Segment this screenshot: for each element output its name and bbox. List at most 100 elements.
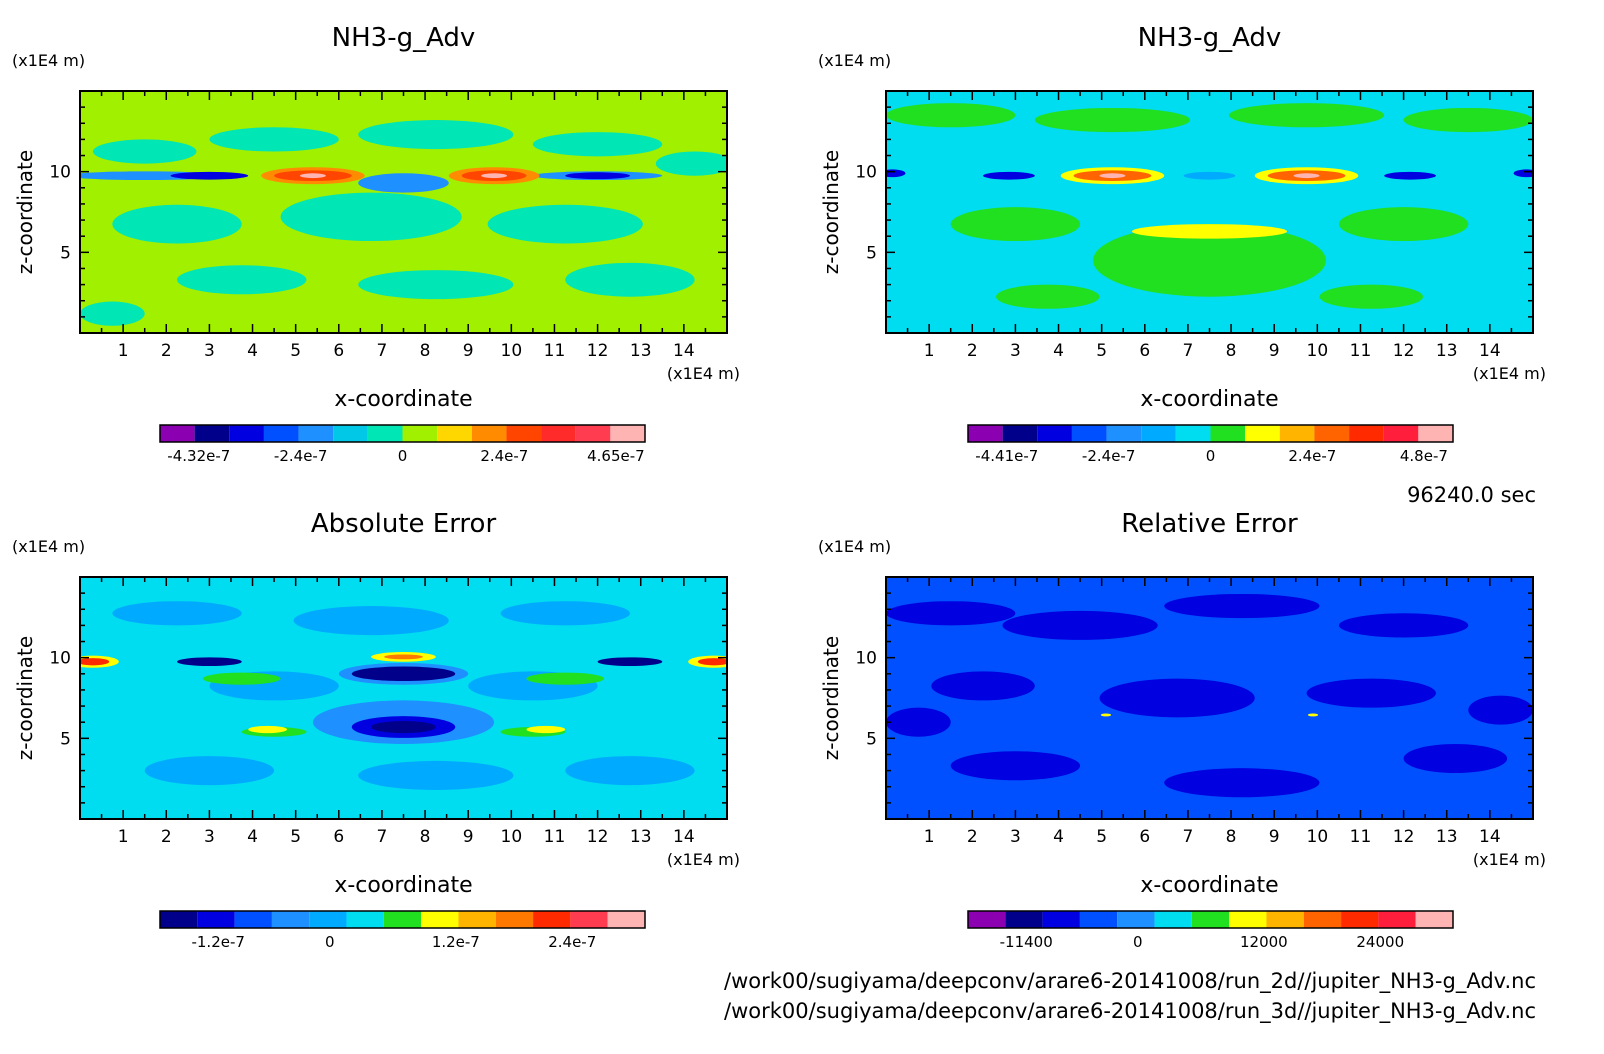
field-contour [526, 672, 605, 685]
x-tick-label: 11 [1350, 341, 1372, 361]
field-contour [886, 103, 1016, 128]
x-tick-label: 7 [1183, 341, 1194, 361]
field-contour [886, 707, 951, 737]
colorbar-swatch [1141, 425, 1176, 442]
timestamp-label: 96240.0 sec [1407, 483, 1536, 507]
x-tick-label: 11 [544, 341, 566, 361]
field-contour [177, 265, 307, 295]
heatmap-field [886, 91, 1533, 333]
x-tick-label: 14 [1479, 827, 1501, 847]
colorbar-frame [967, 910, 1454, 929]
colorbar-swatch [471, 425, 507, 442]
x-tick-label: 3 [1010, 341, 1021, 361]
x-tick-label: 9 [1269, 827, 1280, 847]
x-tick-label: 2 [161, 827, 172, 847]
colorbar-swatch [367, 425, 403, 442]
colorbar-swatch [298, 425, 334, 442]
field-contour [1338, 207, 1469, 242]
field-contour [358, 270, 514, 300]
chart-panel-1: NH3-g_Adv(x1E4 m)1 2 3 4 5 6 7 8 9 10 11 12 13 14510(… [12, 23, 740, 465]
field-contour [1099, 678, 1255, 718]
heatmap-field [80, 91, 727, 333]
field-contour [1131, 224, 1288, 239]
x-tick-label: 5 [1096, 341, 1107, 361]
y-tick-label: 5 [60, 243, 71, 263]
field-contour [248, 725, 288, 734]
field-contour [1307, 713, 1319, 717]
chart-title: NH3-g_Adv [1138, 23, 1282, 53]
colorbar-swatch [968, 911, 1006, 928]
colorbar-swatch [1383, 425, 1419, 442]
colorbar-swatch [610, 425, 645, 442]
field-contour [1099, 173, 1126, 179]
x-tick-label: 1 [924, 341, 935, 361]
y-tick-label: 5 [866, 729, 877, 749]
colorbar-swatch [1037, 425, 1072, 442]
field-contour [177, 657, 242, 667]
field-contour [1306, 678, 1436, 708]
x-tick-label: 13 [630, 341, 652, 361]
colorbar-swatch [495, 911, 534, 928]
x-tick-label: 11 [544, 827, 566, 847]
colorbar-swatch [1154, 911, 1192, 928]
x-tick-label: 6 [333, 827, 344, 847]
field-contour [886, 601, 1016, 626]
x-tick-label: 4 [1053, 341, 1064, 361]
x-unit-label: (x1E4 m) [1473, 850, 1546, 869]
colorbar-label: 1.2e-7 [432, 933, 480, 951]
field-contour [1338, 613, 1469, 638]
x-tick-label: 4 [247, 827, 258, 847]
heatmap-field [80, 577, 727, 819]
colorbar-swatch [1191, 911, 1230, 928]
colorbar-swatch [1005, 911, 1043, 928]
field-contour [565, 262, 695, 297]
x-tick-label: 6 [1139, 341, 1150, 361]
x-tick-label: 4 [1053, 827, 1064, 847]
field-contour [487, 204, 643, 244]
field-contour [983, 171, 1035, 180]
x-tick-label: 6 [1139, 827, 1150, 847]
x-tick-label: 3 [204, 341, 215, 361]
x-tick-label: 5 [1096, 827, 1107, 847]
colorbar-swatch [533, 911, 571, 928]
colorbar-swatch [309, 911, 347, 928]
field-contour [886, 169, 906, 178]
colorbar-swatch [402, 425, 438, 442]
colorbar-swatch [1071, 425, 1107, 442]
x-tick-label: 2 [161, 341, 172, 361]
field-contour [144, 756, 275, 786]
x-tick-label: 10 [501, 341, 523, 361]
y-unit-label: (x1E4 m) [818, 51, 891, 70]
chart-title: Relative Error [1121, 509, 1298, 539]
colorbar-label: 0 [325, 933, 335, 951]
colorbar-swatch [575, 425, 611, 442]
field-contour [80, 301, 145, 326]
field-contour [1403, 743, 1508, 774]
field-contour [1093, 224, 1326, 297]
x-tick-label: 4 [247, 341, 258, 361]
field-contour [1002, 610, 1158, 640]
colorbar-label: -11400 [1000, 933, 1053, 951]
x-tick-label: 11 [1350, 827, 1372, 847]
x-tick-label: 9 [1269, 341, 1280, 361]
x-tick-label: 10 [1307, 341, 1329, 361]
field-contour [80, 658, 110, 666]
colorbar-swatch [968, 425, 1003, 442]
colorbar-swatch [1175, 425, 1211, 442]
field-contour [950, 207, 1081, 242]
colorbar-swatch [541, 425, 576, 442]
colorbar-swatch [1210, 425, 1246, 442]
field-contour [1164, 593, 1320, 619]
x-tick-label: 9 [463, 827, 474, 847]
colorbar-swatch [1418, 425, 1453, 442]
file-path-3d: /work00/sugiyama/deepconv/arare6-2014100… [724, 999, 1536, 1024]
field-contour [532, 132, 663, 157]
x-tick-label: 2 [967, 827, 978, 847]
x-tick-label: 9 [463, 341, 474, 361]
field-contour [92, 139, 197, 164]
x-tick-label: 14 [1479, 341, 1501, 361]
field-contour [384, 654, 423, 660]
x-tick-label: 13 [630, 827, 652, 847]
x-tick-label: 6 [333, 341, 344, 361]
